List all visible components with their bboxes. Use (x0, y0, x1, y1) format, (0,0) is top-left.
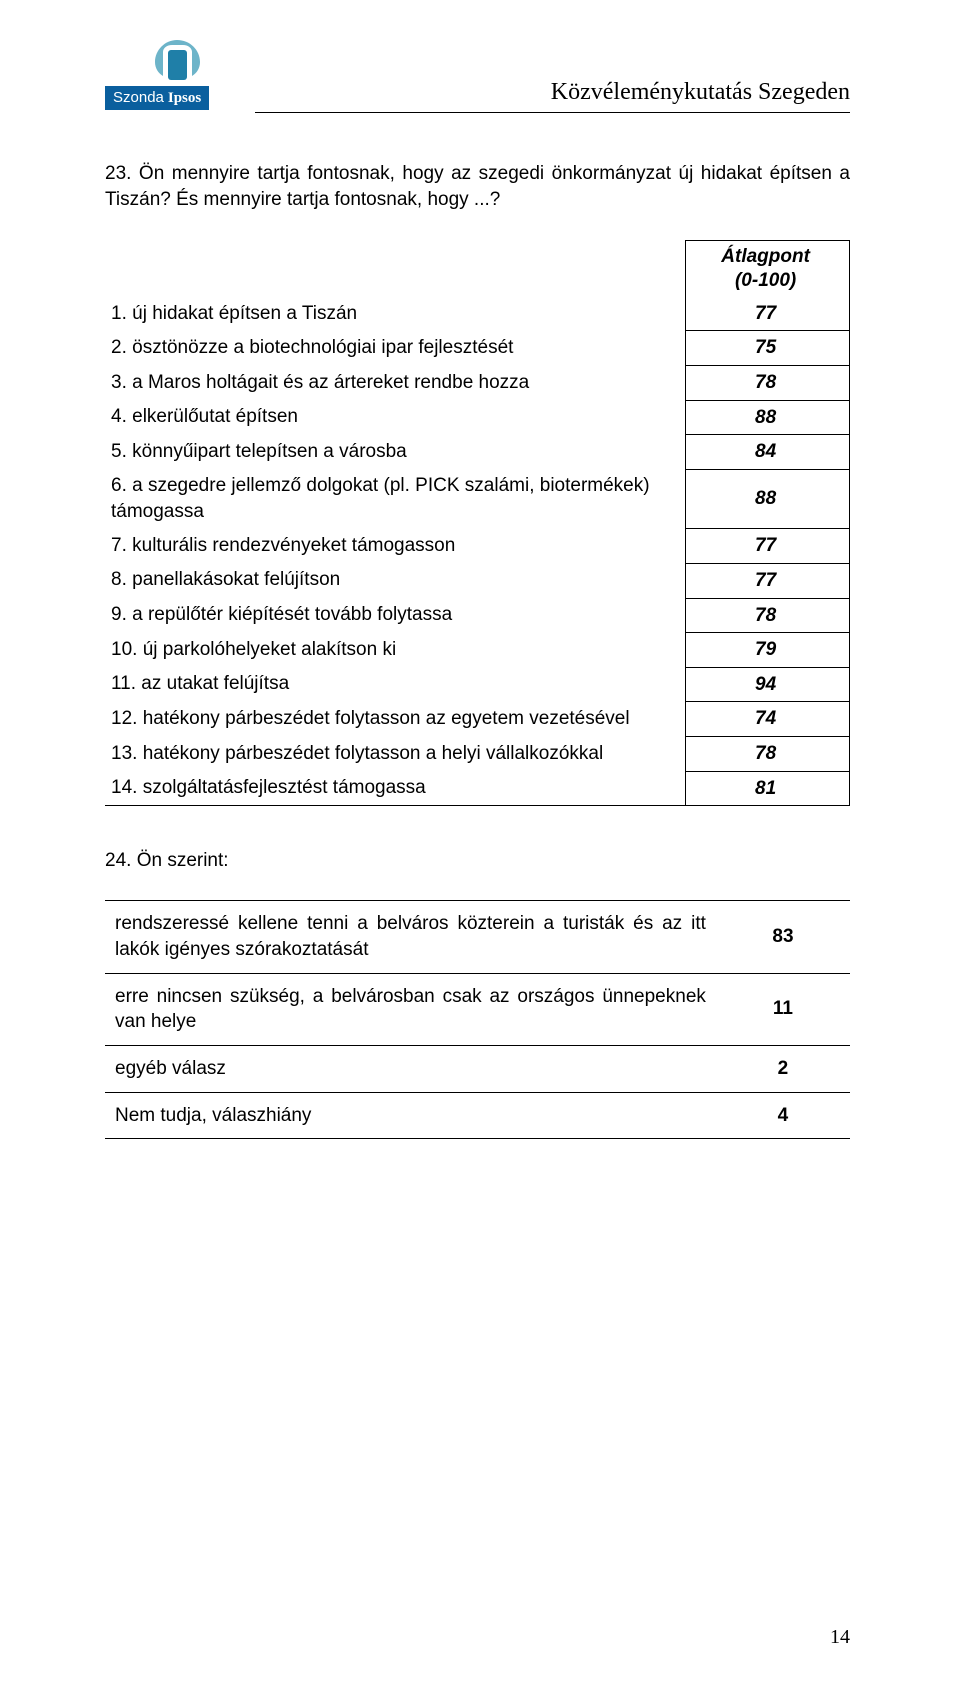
q24-row-label: Nem tudja, válaszhiány (105, 1092, 716, 1139)
q24-row-label: rendszeressé kellene tenni a belváros kö… (105, 901, 716, 973)
logo-brand2: Ipsos (168, 90, 201, 106)
q24-row-value: 11 (716, 973, 850, 1045)
q24-prompt: 24. Ön szerint: (105, 850, 850, 872)
q23-row-label: 8. panellakásokat felújítson (105, 563, 686, 598)
q23-row-label: 9. a repülőtér kiépítését tovább folytas… (105, 598, 686, 633)
q23-row-value: 88 (686, 469, 850, 528)
q23-row-value: 78 (686, 737, 850, 772)
q23-row-value: 78 (686, 598, 850, 633)
logo-icon (150, 40, 205, 85)
q24-row-value: 4 (716, 1092, 850, 1139)
q23-row-value: 77 (686, 563, 850, 598)
q23-row-value: 78 (686, 366, 850, 401)
q23-table: Átlagpont (0-100) 1. új hidakat építsen … (105, 240, 850, 806)
q23-row-label: 14. szolgáltatásfejlesztést támogassa (105, 771, 686, 806)
header-underline (255, 112, 850, 113)
q23-row-value: 84 (686, 435, 850, 470)
q23-row-value: 75 (686, 331, 850, 366)
q23-row-label: 11. az utakat felújítsa (105, 667, 686, 702)
page-number: 14 (830, 1626, 850, 1649)
q23-row-value: 79 (686, 633, 850, 668)
q24-row-label: egyéb válasz (105, 1045, 716, 1092)
q23-header-blank (105, 241, 686, 297)
q23-row-label: 2. ösztönözze a biotechnológiai ipar fej… (105, 331, 686, 366)
logo-band: SzondaIpsos (105, 86, 209, 110)
q23-row-label: 12. hatékony párbeszédet folytasson az e… (105, 702, 686, 737)
page-header: SzondaIpsos Közvéleménykutatás Szegeden (105, 40, 850, 110)
q24-row-value: 2 (716, 1045, 850, 1092)
q23-row-value: 88 (686, 400, 850, 435)
q23-row-value: 77 (686, 297, 850, 331)
q23-row-label: 5. könnyűipart telepítsen a városba (105, 435, 686, 470)
q23-row-label: 13. hatékony párbeszédet folytasson a he… (105, 737, 686, 772)
q23-row-label: 3. a Maros holtágait és az ártereket ren… (105, 366, 686, 401)
q23-row-label: 4. elkerülőutat építsen (105, 400, 686, 435)
q23-row-value: 74 (686, 702, 850, 737)
q23-row-value: 77 (686, 529, 850, 564)
q23-row-label: 1. új hidakat építsen a Tiszán (105, 297, 686, 331)
document-title: Közvéleménykutatás Szegeden (265, 79, 850, 110)
q24-row-label: erre nincsen szükség, a belvárosban csak… (105, 973, 716, 1045)
q23-row-value: 81 (686, 771, 850, 806)
q23-col-header-l2: (0-100) (735, 270, 796, 291)
q23-prompt: 23. Ön mennyire tartja fontosnak, hogy a… (105, 161, 850, 212)
q23-row-label: 7. kulturális rendezvényeket támogasson (105, 529, 686, 564)
q24-table: rendszeressé kellene tenni a belváros kö… (105, 900, 850, 1139)
q23-col-header-l1: Átlagpont (721, 246, 810, 267)
q23-row-label: 10. új parkolóhelyeket alakítson ki (105, 633, 686, 668)
logo: SzondaIpsos (105, 40, 245, 110)
q23-col-header: Átlagpont (0-100) (686, 241, 850, 297)
q23-row-label: 6. a szegedre jellemző dolgokat (pl. PIC… (105, 469, 686, 528)
q23-row-value: 94 (686, 667, 850, 702)
q24-row-value: 83 (716, 901, 850, 973)
logo-brand1: Szonda (113, 89, 164, 106)
